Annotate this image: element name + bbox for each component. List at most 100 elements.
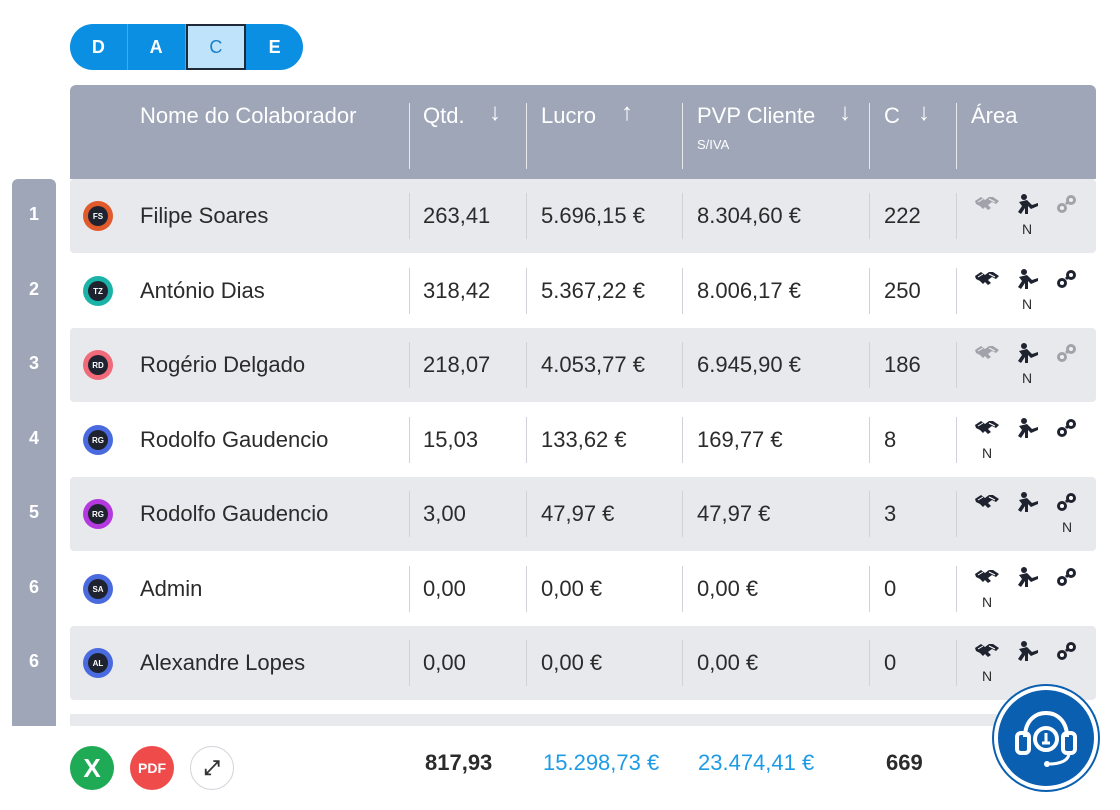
- worker-icon[interactable]: N: [1012, 342, 1042, 385]
- toggle-option-a[interactable]: A: [128, 24, 186, 70]
- qtd-value: 15,03: [423, 427, 479, 452]
- qtd-value: 0,00: [423, 576, 466, 601]
- pvp-value: 0,00 €: [697, 576, 759, 601]
- toggle-option-c[interactable]: C: [185, 24, 247, 70]
- rank-rail: [12, 179, 56, 726]
- partial-row: [70, 714, 1096, 726]
- sort-desc-icon: ↓: [839, 99, 851, 126]
- qtd-value: 3,00: [423, 501, 466, 526]
- c-value: 3: [884, 501, 897, 526]
- table-row[interactable]: AL Alexandre Lopes 0,00 0,00 € 0,00 € 0 …: [70, 626, 1096, 700]
- expand-icon[interactable]: ⤢: [190, 746, 234, 790]
- total-qtd: 817,93: [425, 750, 493, 775]
- area-icons: N: [972, 477, 1092, 551]
- rank-number: 2: [28, 279, 39, 299]
- toggle-option-e[interactable]: E: [268, 36, 281, 57]
- column-header-lucro[interactable]: Lucro ↑: [541, 99, 633, 128]
- area-icons: N: [972, 552, 1092, 626]
- handshake-icon[interactable]: N: [972, 566, 1002, 609]
- parts-icon[interactable]: [1052, 417, 1082, 446]
- avatar: FS: [83, 201, 113, 231]
- parts-icon[interactable]: [1052, 268, 1082, 297]
- worker-icon[interactable]: N: [1012, 193, 1042, 236]
- handshake-icon[interactable]: [972, 268, 1002, 297]
- c-value: 250: [884, 278, 921, 303]
- sort-asc-icon: ↑: [621, 99, 633, 126]
- c-value: 186: [884, 352, 921, 377]
- area-icons: N: [972, 179, 1092, 253]
- collaborator-name: Rodolfo Gaudencio: [140, 501, 329, 526]
- rank-number: 5: [28, 502, 39, 522]
- pvp-value: 169,77 €: [697, 427, 783, 452]
- column-subheader-siva: S/IVA: [697, 137, 730, 152]
- total-lucro: 15.298,73 €: [543, 750, 660, 775]
- parts-icon[interactable]: [1052, 193, 1082, 222]
- pvp-value: 8.304,60 €: [697, 203, 801, 228]
- handshake-icon[interactable]: N: [972, 640, 1002, 683]
- worker-icon[interactable]: N: [1012, 268, 1042, 311]
- qtd-value: 218,07: [423, 352, 491, 377]
- worker-icon[interactable]: [1012, 566, 1042, 595]
- table-header: Nome do Colaborador Qtd. ↓ Lucro ↑ PVP C…: [70, 85, 1096, 179]
- avatar: AL: [83, 648, 113, 678]
- collaborator-name: Rogério Delgado: [140, 352, 306, 377]
- rank-number: 1: [28, 204, 39, 224]
- collaborator-name: Filipe Soares: [140, 203, 269, 228]
- avatar: RG: [83, 499, 113, 529]
- worker-icon[interactable]: [1012, 417, 1042, 446]
- worker-icon[interactable]: [1012, 640, 1042, 669]
- parts-icon[interactable]: [1052, 342, 1082, 371]
- table-row[interactable]: RG Rodolfo Gaudencio 15,03 133,62 € 169,…: [70, 403, 1096, 477]
- table-row[interactable]: RD Rogério Delgado 218,07 4.053,77 € 6.9…: [70, 328, 1096, 402]
- rank-number: 3: [28, 353, 39, 373]
- export-excel-button[interactable]: X: [70, 746, 114, 790]
- column-header-qtd[interactable]: Qtd. ↓: [423, 99, 501, 128]
- table-row[interactable]: RG Rodolfo Gaudencio 3,00 47,97 € 47,97 …: [70, 477, 1096, 551]
- export-pdf-button[interactable]: PDF: [130, 746, 174, 790]
- lucro-value: 5.696,15 €: [541, 203, 645, 228]
- sort-desc-icon: ↓: [918, 99, 930, 126]
- table-row[interactable]: TZ António Dias 318,42 5.367,22 € 8.006,…: [70, 254, 1096, 328]
- parts-icon[interactable]: [1052, 640, 1082, 669]
- avatar: TZ: [83, 276, 113, 306]
- lucro-value: 133,62 €: [541, 427, 627, 452]
- c-value: 0: [884, 576, 897, 601]
- area-icons: N: [972, 403, 1092, 477]
- column-header-area[interactable]: Área: [971, 103, 1018, 128]
- pvp-value: 8.006,17 €: [697, 278, 801, 303]
- total-c: 669: [886, 750, 923, 775]
- view-toggle: D A C E: [70, 24, 303, 70]
- headset-support-icon[interactable]: [994, 686, 1098, 790]
- lucro-value: 0,00 €: [541, 650, 603, 675]
- rank-number: 4: [28, 428, 39, 448]
- column-header-pvp[interactable]: PVP Cliente ↓ S/IVA: [697, 85, 867, 179]
- toggle-option-d[interactable]: D: [70, 24, 128, 70]
- area-icons: N: [972, 626, 1092, 700]
- collaborator-name: António Dias: [140, 278, 265, 303]
- column-header-name[interactable]: Nome do Colaborador: [140, 103, 357, 128]
- lucro-value: 5.367,22 €: [541, 278, 645, 303]
- avatar: RG: [83, 425, 113, 455]
- column-header-c[interactable]: C ↓: [884, 99, 930, 128]
- rank-number: 6: [28, 577, 39, 597]
- area-icons: N: [972, 254, 1092, 328]
- table-row[interactable]: SA Admin 0,00 0,00 € 0,00 € 0 N: [70, 552, 1096, 626]
- sort-desc-icon: ↓: [489, 99, 501, 126]
- handshake-icon[interactable]: [972, 342, 1002, 371]
- avatar: SA: [83, 574, 113, 604]
- handshake-icon[interactable]: [972, 193, 1002, 222]
- qtd-value: 318,42: [423, 278, 491, 303]
- pvp-value: 0,00 €: [697, 650, 759, 675]
- worker-icon[interactable]: [1012, 491, 1042, 520]
- lucro-value: 0,00 €: [541, 576, 603, 601]
- table-row[interactable]: FS Filipe Soares 263,41 5.696,15 € 8.304…: [70, 179, 1096, 253]
- collaborator-name: Alexandre Lopes: [140, 650, 306, 675]
- c-value: 222: [884, 203, 921, 228]
- parts-icon[interactable]: [1052, 566, 1082, 595]
- pvp-value: 6.945,90 €: [697, 352, 801, 377]
- handshake-icon[interactable]: [972, 491, 1002, 520]
- parts-icon[interactable]: N: [1052, 491, 1082, 534]
- handshake-icon[interactable]: N: [972, 417, 1002, 460]
- area-icons: N: [972, 328, 1092, 402]
- c-value: 8: [884, 427, 897, 452]
